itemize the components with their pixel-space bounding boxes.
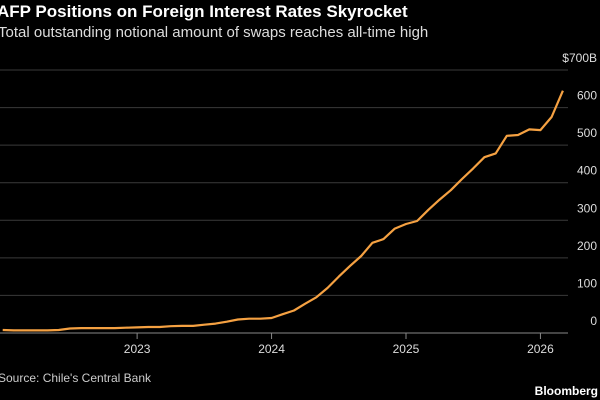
y-tick-label: 200 <box>577 239 597 253</box>
chart-subtitle: Total outstanding notional amount of swa… <box>0 24 428 41</box>
chart-title: AFP Positions on Foreign Interest Rates … <box>0 2 408 21</box>
x-tick-label: 2023 <box>124 342 151 356</box>
x-tick-label: 2025 <box>393 342 420 356</box>
brand: Bloomberg <box>535 384 598 398</box>
y-tick-label: 300 <box>577 201 597 215</box>
y-tick-label: 0 <box>590 314 597 328</box>
x-tick-label: 2026 <box>527 342 554 356</box>
y-tick-label: $700B <box>562 51 597 65</box>
x-tick-label: 2024 <box>258 342 285 356</box>
data-line <box>2 90 564 332</box>
y-tick-label: 400 <box>577 164 597 178</box>
y-tick-label: 600 <box>577 89 597 103</box>
source: Source: Chile's Central Bank <box>0 371 152 385</box>
y-tick-label: 100 <box>577 276 597 290</box>
y-tick-label: 500 <box>577 126 597 140</box>
